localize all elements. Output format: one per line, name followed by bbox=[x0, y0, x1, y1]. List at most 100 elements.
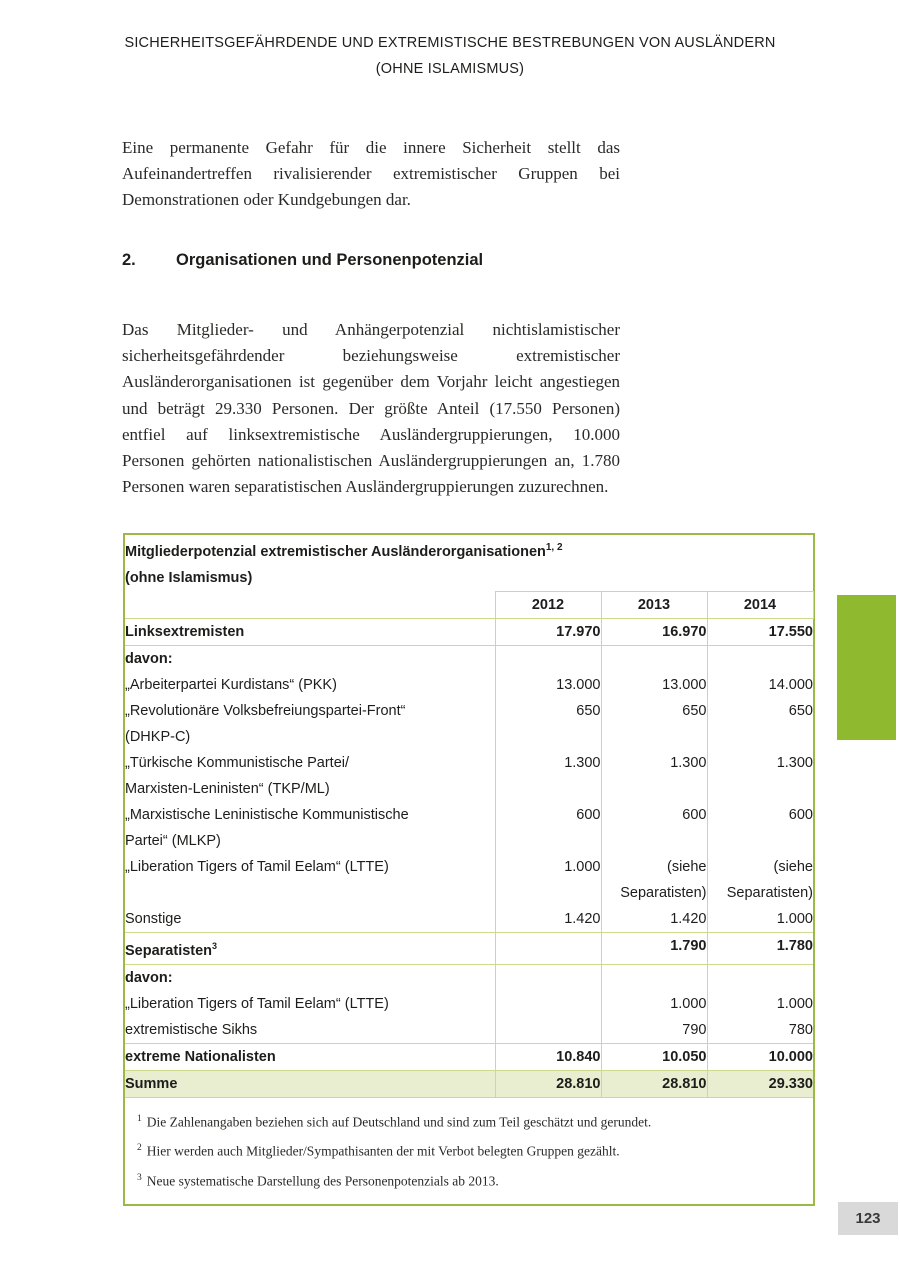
row-value-2012 bbox=[494, 1016, 601, 1044]
membership-table: Mitgliederpotenzial extremistischer Ausl… bbox=[123, 533, 815, 1207]
row-value-2014: 1.300 bbox=[706, 749, 813, 802]
table-subtitle: (ohne Islamismus) bbox=[125, 569, 253, 586]
intro-paragraph: Eine permanente Gefahr für die innere Si… bbox=[122, 138, 620, 210]
row-label: Sonstige bbox=[125, 910, 182, 927]
row-value-2012: 10.840 bbox=[494, 1042, 601, 1071]
running-head-line1: SICHERHEITSGEFÄHRDENDE UND EXTREMISTISCH… bbox=[124, 35, 776, 51]
row-value-2012 bbox=[494, 963, 601, 991]
row-value-2013: 600 bbox=[600, 801, 707, 854]
row-value-2014: 10.000 bbox=[706, 1042, 813, 1071]
table-row: „Revolutionäre Volksbefreiungspartei-Fro… bbox=[125, 697, 813, 750]
row-label: „Revolutionäre Volksbefreiungspartei-Fro… bbox=[125, 702, 406, 745]
table-title-row: Mitgliederpotenzial extremistischer Ausl… bbox=[125, 535, 813, 591]
row-value-2013: 1.790 bbox=[600, 931, 707, 965]
row-label: Summe bbox=[125, 1069, 495, 1097]
table-row: „Liberation Tigers of Tamil Eelam“ (LTTE… bbox=[125, 853, 813, 906]
table-row: „Arbeiterpartei Kurdistans“ (PKK) 13.000… bbox=[125, 671, 813, 698]
section-number: 2. bbox=[122, 251, 136, 269]
table-row: Separatisten3 1.790 1.780 bbox=[125, 931, 813, 965]
row-value-2012: 28.810 bbox=[494, 1069, 601, 1097]
table-row: „Türkische Kommunistische Partei/ Marxis… bbox=[125, 749, 813, 802]
row-value-2014: 600 bbox=[706, 801, 813, 854]
row-label: Separatisten3 bbox=[125, 931, 495, 965]
table-row: davon: bbox=[125, 963, 813, 991]
row-value-2012 bbox=[494, 644, 601, 672]
row-value-2014: 14.000 bbox=[706, 671, 813, 698]
table-row: davon: bbox=[125, 644, 813, 672]
row-value-2013 bbox=[600, 644, 707, 672]
table-title: Mitgliederpotenzial extremistischer Ausl… bbox=[125, 535, 813, 591]
table-row: extreme Nationalisten 10.840 10.050 10.0… bbox=[125, 1042, 813, 1071]
row-value-2014: 29.330 bbox=[706, 1069, 813, 1097]
row-value-2014: 780 bbox=[706, 1016, 813, 1044]
row-label: „Arbeiterpartei Kurdistans“ (PKK) bbox=[125, 676, 337, 693]
row-label: „Liberation Tigers of Tamil Eelam“ (LTTE… bbox=[125, 995, 389, 1012]
table-row: Linksextremisten 17.970 16.970 17.550 bbox=[125, 617, 813, 646]
row-value-2013 bbox=[600, 963, 707, 991]
row-value-2014: 1.780 bbox=[706, 931, 813, 965]
row-value-2013: 10.050 bbox=[600, 1042, 707, 1071]
section-title: Organisationen und Personenpotenzial bbox=[176, 251, 484, 269]
running-head-line2: (OHNE ISLAMISMUS) bbox=[375, 61, 525, 77]
row-value-2013: 1.000 bbox=[600, 990, 707, 1017]
row-value-2012: 1.300 bbox=[494, 749, 601, 802]
row-footnote-marker: 3 bbox=[212, 940, 218, 951]
row-label: „Marxistische Leninistische Kommunistisc… bbox=[125, 806, 409, 849]
chapter-color-tab bbox=[837, 595, 896, 740]
row-value-2012: 13.000 bbox=[494, 671, 601, 698]
row-label: extremistische Sikhs bbox=[125, 1021, 258, 1038]
page-running-head: SICHERHEITSGEFÄHRDENDE UND EXTREMISTISCH… bbox=[0, 30, 900, 82]
table-row: „Marxistische Leninistische Kommunistisc… bbox=[125, 801, 813, 854]
row-label: „Liberation Tigers of Tamil Eelam“ (LTTE… bbox=[125, 858, 389, 875]
row-value-2012: 1.000 bbox=[494, 853, 601, 906]
table-row: extremistische Sikhs 790 780 bbox=[125, 1016, 813, 1044]
footnote: 3 Neue systematische Darstellung des Pers… bbox=[137, 1165, 799, 1195]
table-title-footnote-markers: 1, 2 bbox=[545, 542, 563, 553]
page-number: 123 bbox=[838, 1202, 898, 1235]
header-empty-cell bbox=[125, 591, 495, 618]
column-header-2014: 2014 bbox=[706, 590, 814, 619]
table-footnotes: 1 Die Zahlenangaben beziehen sich auf Deu… bbox=[125, 1096, 813, 1205]
column-header-2013: 2013 bbox=[600, 590, 708, 619]
row-value-2014: (siehe Separatisten) bbox=[706, 853, 813, 906]
footnote-text: Neue systematische Darstellung des Perso… bbox=[146, 1173, 499, 1189]
row-value-2014: 1.000 bbox=[706, 905, 813, 933]
row-value-2013: (siehe Separatisten) bbox=[600, 853, 707, 906]
row-value-2012: 600 bbox=[494, 801, 601, 854]
section-heading: 2. Organisationen und Personenpotenzial bbox=[122, 251, 642, 270]
table-title-text: Mitgliederpotenzial extremistischer Ausl… bbox=[125, 543, 546, 560]
row-value-2013: 650 bbox=[600, 697, 707, 750]
row-value-2014 bbox=[706, 963, 813, 991]
row-value-2013: 1.420 bbox=[600, 905, 707, 933]
row-value-2014 bbox=[706, 644, 813, 672]
table-row: Sonstige 1.420 1.420 1.000 bbox=[125, 905, 813, 933]
body-paragraph: Das Mitglieder- und Anhängerpotenzial ni… bbox=[122, 320, 620, 497]
row-value-2014: 650 bbox=[706, 697, 813, 750]
row-value-2014: 1.000 bbox=[706, 990, 813, 1017]
row-value-2014: 17.550 bbox=[706, 617, 813, 646]
column-header-2012: 2012 bbox=[494, 590, 602, 619]
footnote: 1 Die Zahlenangaben beziehen sich auf Deu… bbox=[137, 1106, 799, 1136]
footnote: 2 Hier werden auch Mitglieder/Sympathisan… bbox=[137, 1135, 799, 1165]
row-value-2012: 650 bbox=[494, 697, 601, 750]
row-value-2013: 16.970 bbox=[600, 617, 707, 646]
footnote-marker: 3 bbox=[137, 1172, 142, 1183]
row-value-2012: 1.420 bbox=[494, 905, 601, 933]
row-value-2013: 28.810 bbox=[600, 1069, 707, 1097]
row-value-2013: 1.300 bbox=[600, 749, 707, 802]
row-label: davon: bbox=[125, 644, 495, 672]
row-value-2012: 17.970 bbox=[494, 617, 601, 646]
row-value-2012 bbox=[494, 931, 601, 965]
row-label: extreme Nationalisten bbox=[125, 1042, 495, 1071]
row-label: davon: bbox=[125, 963, 495, 991]
footnote-marker: 1 bbox=[137, 1113, 142, 1124]
table-row: „Liberation Tigers of Tamil Eelam“ (LTTE… bbox=[125, 990, 813, 1017]
table-header-row: 2012 2013 2014 bbox=[125, 590, 814, 619]
row-label: „Türkische Kommunistische Partei/ Marxis… bbox=[125, 754, 350, 797]
row-value-2012 bbox=[494, 990, 601, 1017]
row-label: Linksextremisten bbox=[125, 617, 495, 646]
footnote-marker: 2 bbox=[137, 1143, 142, 1154]
row-value-2013: 790 bbox=[600, 1016, 707, 1044]
membership-table-grid: Mitgliederpotenzial extremistischer Ausl… bbox=[125, 535, 814, 1097]
footnote-text: Hier werden auch Mitglieder/Sympathisant… bbox=[146, 1143, 620, 1159]
